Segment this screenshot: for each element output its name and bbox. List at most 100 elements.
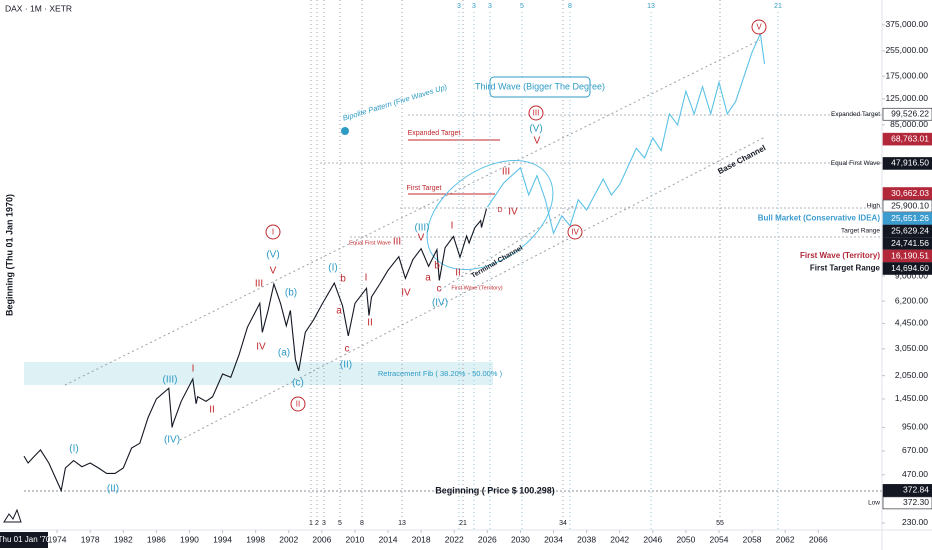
y-tick-label: 670.00 <box>902 445 928 455</box>
fib-zone-label: 5 <box>520 3 524 10</box>
wave-label: (V) <box>529 124 542 135</box>
y-tick-label: 2,050.00 <box>895 370 928 380</box>
price-tag-label: 14,694.60 <box>891 263 929 273</box>
note: Beginning ( Price $ 100.298) <box>435 485 555 495</box>
x-tick-label: 2066 <box>809 534 828 544</box>
note: Expanded Target <box>408 130 461 137</box>
price-tag <box>882 262 932 275</box>
logo <box>3 508 22 523</box>
note: Equal First Wave <box>349 240 391 246</box>
wave-label: II <box>367 318 373 329</box>
wave-label: a <box>425 273 431 284</box>
price-tag <box>882 249 932 263</box>
y-tick-label: 125,000.00 <box>885 93 928 103</box>
x-tick-label: 1990 <box>180 534 199 544</box>
x-tick-label: 2002 <box>279 534 298 544</box>
circled-wave-label: V <box>756 23 762 32</box>
wave-label: D <box>497 207 502 214</box>
note: First Target <box>407 185 442 192</box>
fib-zone-label: 8 <box>360 520 364 527</box>
x-tick-label: 2006 <box>312 534 331 544</box>
price-tag-label: 25,629.24 <box>891 225 929 235</box>
fib-zone-label: 21 <box>459 520 467 527</box>
wave-label: (II) <box>340 360 352 371</box>
price-tag-caption: Expanded Target <box>831 111 880 118</box>
x-tick-label: 2038 <box>577 534 596 544</box>
circled-wave-label: I <box>272 228 274 237</box>
y-axis-title: Beginning (Thu 01 Jan 1970) <box>4 194 14 316</box>
wave-label: II <box>455 268 461 279</box>
wave-ellipse <box>426 159 554 271</box>
price-tag <box>882 187 932 200</box>
price-tag-label: 25,900.10 <box>891 200 929 210</box>
wave-label: II <box>209 405 215 416</box>
wave-circle <box>528 105 544 121</box>
y-tick-label: 9,000.00 <box>895 270 928 280</box>
wave-circle <box>290 396 306 412</box>
price-tag <box>882 132 932 146</box>
crosshair-label-bg <box>0 532 48 548</box>
wave-label: (IV) <box>432 298 448 309</box>
price-tag-label: 47,916.50 <box>891 158 929 168</box>
note-icon <box>341 127 349 135</box>
wave-label: (b) <box>285 288 297 299</box>
fib-zone-label: 2 <box>315 520 319 527</box>
price-tag <box>882 107 932 121</box>
price-tag-caption: Target Range <box>841 228 880 235</box>
circled-wave-label: III <box>533 109 540 118</box>
x-tick-label: 2018 <box>412 534 431 544</box>
wave-label: a <box>336 306 342 317</box>
fib-zone-label: 1 <box>309 520 313 527</box>
x-tick-label: 2034 <box>544 534 563 544</box>
wave-label: IV <box>508 207 518 218</box>
price-tag <box>882 224 932 238</box>
fib-zone-label: 13 <box>398 520 406 527</box>
crosshair-label: Thu 01 Jan '70 <box>0 535 51 544</box>
price-tag-label: 68,763.01 <box>891 133 929 143</box>
x-tick-label: 2022 <box>445 534 464 544</box>
x-tick-label: 2010 <box>345 534 364 544</box>
y-tick-label: 6,200.00 <box>895 295 928 305</box>
fib-zone-label: 55 <box>716 520 724 527</box>
wave-label: IV <box>256 342 266 353</box>
price-tag-caption: Equal First Wave <box>831 160 881 167</box>
note: Retracement Fib ( 38.20% - 50.00% ) <box>378 369 503 378</box>
fib-zone-label: 3 <box>488 3 492 10</box>
y-tick-label: 230.00 <box>902 517 928 527</box>
wave-label: b <box>340 274 346 285</box>
y-tick-label: 375,000.00 <box>885 19 928 29</box>
circled-wave-label: IV <box>571 228 579 237</box>
price-tag <box>882 157 932 170</box>
wave-label: (c) <box>292 378 304 389</box>
wave-label: (II) <box>107 484 119 495</box>
x-tick-label: 1982 <box>114 534 133 544</box>
y-tick-label: 4,450.00 <box>895 318 928 328</box>
fib-zone-label: 13 <box>647 3 655 10</box>
price-tag <box>882 496 932 510</box>
price-tag <box>882 484 932 497</box>
price-tag <box>882 199 932 213</box>
x-tick-label: 2014 <box>379 534 398 544</box>
price-tag-label: 372.84 <box>903 485 929 495</box>
x-tick-label: 1978 <box>81 534 100 544</box>
wave-label: III <box>393 237 401 248</box>
price-tag-label: 30,662.03 <box>891 188 929 198</box>
price-tag-caption: High <box>867 203 881 210</box>
circled-wave-label: II <box>296 400 300 409</box>
y-tick-label: 950.00 <box>902 422 928 432</box>
x-tick-label: 1974 <box>48 534 67 544</box>
price-line <box>23 208 488 493</box>
x-tick-label: 2026 <box>478 534 497 544</box>
price-tag-caption: Bull Market (Conservative IDEA) <box>758 214 881 223</box>
price-tag-label: 99,526.22 <box>891 108 929 118</box>
x-tick-label: 1998 <box>246 534 265 544</box>
wave-circle <box>567 224 583 240</box>
note-box <box>489 76 591 98</box>
x-tick-label: 1994 <box>213 534 232 544</box>
x-tick-label: 1986 <box>147 534 166 544</box>
fib-zone-label: 5 <box>338 520 342 527</box>
fib-zone-label: 3 <box>322 520 326 527</box>
x-tick-label: 2042 <box>610 534 629 544</box>
